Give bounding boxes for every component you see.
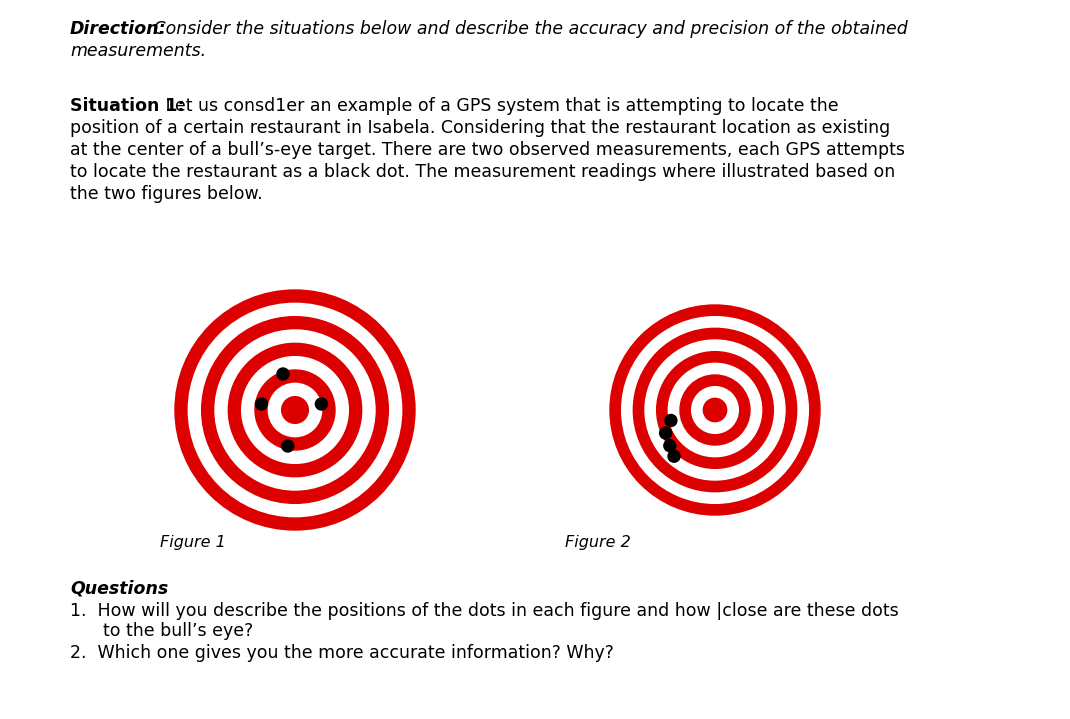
Circle shape: [242, 357, 349, 463]
Text: to locate the restaurant as a black dot. The measurement readings where illustra: to locate the restaurant as a black dot.…: [70, 163, 896, 181]
Text: measurements.: measurements.: [70, 42, 207, 60]
Text: position of a certain restaurant in Isabela. Considering that the restaurant loc: position of a certain restaurant in Isab…: [70, 119, 890, 137]
Text: Figure 1: Figure 1: [160, 535, 226, 550]
Circle shape: [277, 368, 289, 380]
Text: Consider the situations below and describe the accuracy and precision of the obt: Consider the situations below and descri…: [148, 20, 907, 38]
Circle shape: [201, 316, 388, 503]
Circle shape: [256, 398, 268, 410]
Circle shape: [622, 316, 808, 503]
Circle shape: [659, 427, 672, 439]
Text: Direction:: Direction:: [70, 20, 167, 38]
Circle shape: [668, 450, 681, 462]
Text: to the bull’s eye?: to the bull’s eye?: [70, 622, 254, 640]
Circle shape: [175, 290, 415, 530]
Circle shape: [645, 340, 785, 480]
Circle shape: [657, 352, 774, 468]
Circle shape: [681, 375, 750, 445]
Circle shape: [255, 370, 335, 450]
Circle shape: [691, 387, 738, 434]
Circle shape: [703, 398, 727, 421]
Text: 1.  How will you describe the positions of the dots in each figure and how |clos: 1. How will you describe the positions o…: [70, 602, 899, 620]
Circle shape: [215, 330, 374, 490]
Text: the two figures below.: the two figures below.: [70, 185, 262, 203]
Circle shape: [188, 303, 401, 517]
Text: 2.  Which one gives you the more accurate information? Why?: 2. Which one gives you the more accurate…: [70, 644, 614, 662]
Circle shape: [281, 440, 294, 452]
Circle shape: [663, 440, 676, 452]
Circle shape: [228, 344, 362, 477]
Circle shape: [269, 383, 322, 436]
Circle shape: [316, 398, 327, 410]
Text: Let us consd1er an example of a GPS system that is attempting to locate the: Let us consd1er an example of a GPS syst…: [160, 97, 839, 115]
Circle shape: [664, 414, 677, 426]
Text: Situation 1:: Situation 1:: [70, 97, 185, 115]
Text: at the center of a bull’s-eye target. There are two observed measurements, each : at the center of a bull’s-eye target. Th…: [70, 141, 905, 159]
Text: Questions: Questions: [70, 580, 168, 598]
Circle shape: [610, 305, 820, 515]
Text: Figure 2: Figure 2: [565, 535, 630, 550]
Circle shape: [669, 363, 762, 457]
Circle shape: [633, 329, 797, 492]
Circle shape: [281, 397, 308, 423]
